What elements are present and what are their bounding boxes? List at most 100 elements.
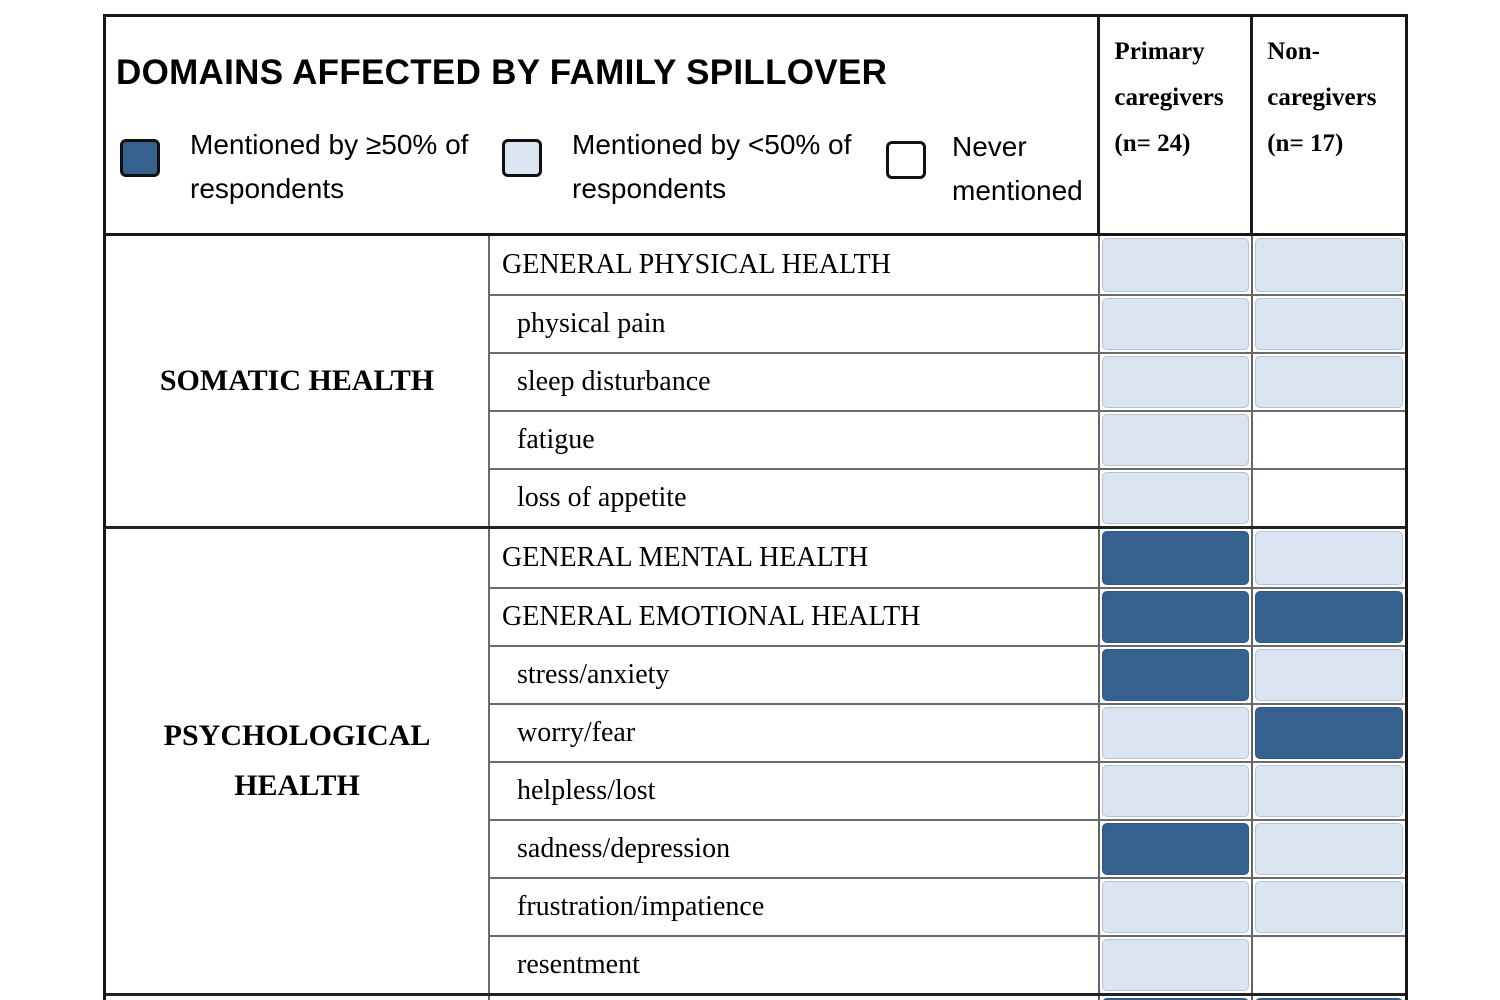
table-row: GENERAL MENTAL HEALTH	[490, 529, 1405, 587]
cell-primary-caregivers	[1100, 296, 1253, 352]
mention-level-chip	[1102, 414, 1249, 466]
cell-primary-caregivers	[1100, 937, 1253, 993]
cell-non-caregivers	[1253, 354, 1405, 410]
cell-non-caregivers	[1253, 647, 1405, 703]
mention-level-chip	[1102, 531, 1249, 585]
table-section: PSYCHOLOGICAL HEALTH GENERAL MENTAL HEALT…	[106, 529, 1405, 996]
header-title-legend-cell: DOMAINS AFFECTED BY FAMILY SPILLOVER Men…	[106, 17, 1101, 233]
legend-label: Mentioned by ≥50% of respondents	[190, 129, 469, 204]
section-rows	[490, 996, 1405, 1000]
table-section: SOMATIC HEALTH GENERAL PHYSICAL HEALTH phy…	[106, 236, 1405, 529]
mention-level-chip	[1102, 298, 1249, 350]
legend-swatch-never-icon	[886, 141, 926, 179]
cell-primary-caregivers	[1100, 879, 1253, 935]
domain-label: loss of appetite	[490, 470, 1100, 526]
table-header: DOMAINS AFFECTED BY FAMILY SPILLOVER Men…	[106, 17, 1405, 236]
cell-non-caregivers	[1253, 821, 1405, 877]
domain-label: stress/anxiety	[490, 647, 1100, 703]
mention-level-chip	[1102, 591, 1249, 643]
cell-primary-caregivers	[1100, 529, 1253, 587]
mention-level-chip	[1255, 707, 1403, 759]
mention-level-chip	[1102, 765, 1249, 817]
section-rows: GENERAL MENTAL HEALTH GENERAL EMOTIONAL H…	[490, 529, 1405, 993]
table-row	[490, 996, 1405, 1000]
column-header-primary-caregivers: Primary caregivers (n= 24)	[1100, 17, 1254, 233]
mention-level-chip	[1255, 531, 1403, 585]
domain-label: sadness/depression	[490, 821, 1100, 877]
spillover-domains-table: DOMAINS AFFECTED BY FAMILY SPILLOVER Men…	[103, 14, 1408, 1000]
table-section	[106, 996, 1405, 1000]
domain-label	[490, 996, 1100, 1000]
domain-label: GENERAL MENTAL HEALTH	[490, 529, 1100, 587]
legend-swatch-low-icon	[502, 139, 542, 177]
cell-primary-caregivers	[1100, 647, 1253, 703]
legend-item-mentioned-below-50: Mentioned by <50% of respondents	[502, 123, 892, 211]
domain-label: helpless/lost	[490, 763, 1100, 819]
cell-non-caregivers	[1253, 937, 1405, 993]
mention-level-chip	[1102, 823, 1249, 875]
section-rows: GENERAL PHYSICAL HEALTH physical pain slee…	[490, 236, 1405, 526]
table-row: stress/anxiety	[490, 645, 1405, 703]
cell-primary-caregivers	[1100, 412, 1253, 468]
table-row: GENERAL PHYSICAL HEALTH	[490, 236, 1405, 294]
cell-primary-caregivers	[1100, 236, 1253, 294]
cell-primary-caregivers	[1100, 821, 1253, 877]
mention-level-chip	[1102, 356, 1249, 408]
cell-non-caregivers	[1253, 763, 1405, 819]
group-label: PSYCHOLOGICAL HEALTH	[106, 529, 490, 993]
domain-label: fatigue	[490, 412, 1100, 468]
cell-primary-caregivers	[1100, 470, 1253, 526]
legend-label: Never mentioned	[952, 131, 1083, 206]
domain-label: resentment	[490, 937, 1100, 993]
table-row: resentment	[490, 935, 1405, 993]
mention-level-chip	[1102, 881, 1249, 933]
mention-level-chip	[1255, 765, 1403, 817]
legend-label: Mentioned by <50% of respondents	[572, 129, 852, 204]
table-row: GENERAL EMOTIONAL HEALTH	[490, 587, 1405, 645]
table-body: SOMATIC HEALTH GENERAL PHYSICAL HEALTH phy…	[106, 236, 1405, 1000]
mention-level-chip	[1102, 707, 1249, 759]
domain-label: sleep disturbance	[490, 354, 1100, 410]
mention-level-chip	[1255, 298, 1403, 350]
cell-non-caregivers	[1253, 236, 1405, 294]
group-label: SOMATIC HEALTH	[106, 236, 490, 526]
table-row: frustration/impatience	[490, 877, 1405, 935]
cell-non-caregivers	[1253, 412, 1405, 468]
table-row: fatigue	[490, 410, 1405, 468]
mention-level-chip	[1102, 649, 1249, 701]
domain-label: physical pain	[490, 296, 1100, 352]
mention-level-chip	[1102, 238, 1249, 292]
cell-non-caregivers	[1253, 705, 1405, 761]
mention-level-chip	[1255, 591, 1403, 643]
domain-label: worry/fear	[490, 705, 1100, 761]
table-row: sleep disturbance	[490, 352, 1405, 410]
table-row: loss of appetite	[490, 468, 1405, 526]
cell-primary-caregivers	[1100, 354, 1253, 410]
cell-primary-caregivers	[1100, 589, 1253, 645]
cell-non-caregivers	[1253, 589, 1405, 645]
mention-level-chip	[1255, 238, 1403, 292]
column-header-non-caregivers: Non-caregivers (n= 17)	[1267, 38, 1377, 157]
group-label	[106, 996, 490, 1000]
cell-primary-caregivers	[1100, 705, 1253, 761]
cell-non-caregivers	[1253, 296, 1405, 352]
mention-level-chip	[1255, 881, 1403, 933]
legend-item-never-mentioned: Never mentioned	[886, 125, 1142, 213]
mention-level-chip	[1102, 939, 1249, 991]
cell-non-caregivers	[1253, 996, 1405, 1000]
legend-swatch-high-icon	[120, 139, 160, 177]
cell-non-caregivers	[1253, 529, 1405, 587]
table-row: worry/fear	[490, 703, 1405, 761]
cell-primary-caregivers	[1100, 996, 1253, 1000]
mention-level-chip	[1255, 356, 1403, 408]
domain-label: frustration/impatience	[490, 879, 1100, 935]
cell-non-caregivers	[1253, 470, 1405, 526]
domain-label: GENERAL EMOTIONAL HEALTH	[490, 589, 1100, 645]
domain-label: GENERAL PHYSICAL HEALTH	[490, 236, 1100, 294]
legend-item-mentioned-50-plus: Mentioned by ≥50% of respondents	[120, 123, 510, 211]
table-row: helpless/lost	[490, 761, 1405, 819]
table-row: physical pain	[490, 294, 1405, 352]
mention-level-chip	[1102, 472, 1249, 524]
mention-level-chip	[1255, 823, 1403, 875]
table-row: sadness/depression	[490, 819, 1405, 877]
